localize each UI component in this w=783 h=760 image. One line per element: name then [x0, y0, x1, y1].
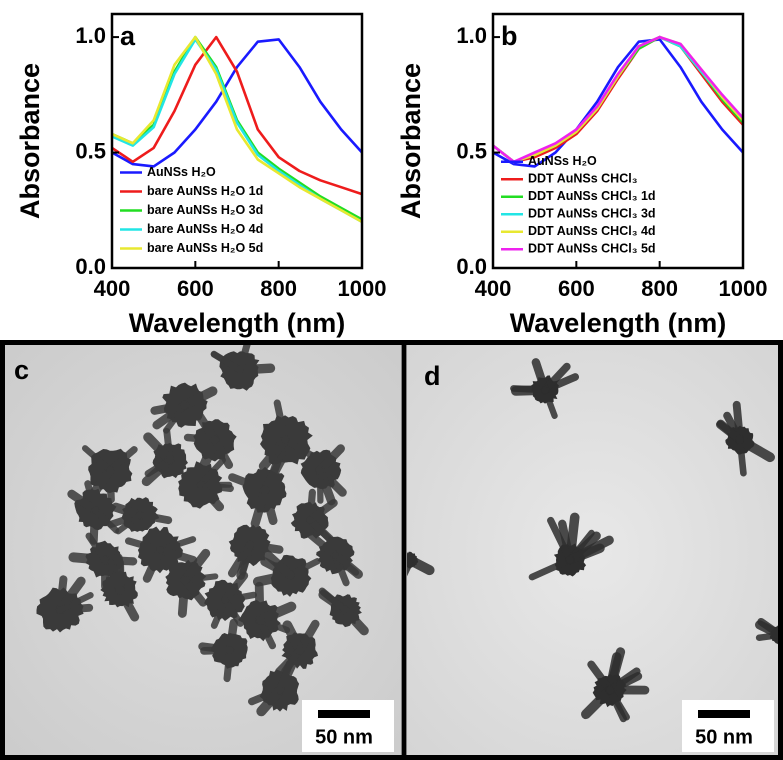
figure: c d 50 nm 50 nm 400 600 800 1000 0.0 0.5 1.0 a W… [0, 0, 783, 760]
nanoparticle-arm [240, 368, 270, 370]
scale-bar [318, 710, 370, 718]
legend-label: bare AuNSs H₂O 3d [147, 203, 263, 217]
x-tick-label: 600 [558, 276, 595, 301]
legend-label: AuNSs H₂O [147, 165, 216, 179]
data-line [493, 39, 743, 166]
y-tick-label: 0.0 [456, 254, 487, 279]
scale-bar-label: 50 nm [315, 726, 373, 748]
x-axis-label: Wavelength (nm) [129, 308, 346, 338]
legend-label: bare AuNSs H₂O 1d [147, 184, 263, 198]
x-tick-label: 400 [475, 276, 512, 301]
scale-bar-label: 50 nm [695, 726, 753, 748]
nanoparticle-arm [202, 646, 230, 650]
legend-label: bare AuNSs H₂O 4d [147, 222, 263, 236]
nanoparticle-arm [259, 586, 260, 620]
nanoparticle-arm [250, 545, 279, 550]
nanoparticle-arm [188, 438, 215, 440]
legend-label: AuNSs H₂O [528, 154, 597, 168]
panel-label: a [120, 21, 136, 51]
y-axis-label: Absorbance [396, 63, 426, 219]
data-line [493, 37, 743, 162]
data-line [493, 37, 743, 162]
x-tick-label: 600 [177, 276, 214, 301]
page: {"chart_data": [ {"type": "line", "label… [0, 0, 783, 760]
nanoparticle-arm [230, 623, 234, 650]
data-line [493, 37, 743, 162]
nanoparticle-arm [94, 510, 95, 541]
data-line [493, 37, 743, 162]
legend-label: bare AuNSs H₂O 5d [147, 241, 263, 255]
legend-label: DDT AuNSs CHCl₃ 1d [528, 189, 656, 203]
data-line [112, 39, 362, 166]
y-tick-label: 1.0 [456, 23, 487, 48]
nanoparticle-arm [740, 440, 743, 473]
panel-label: d [424, 361, 441, 391]
x-tick-label: 800 [641, 276, 678, 301]
legend-label: DDT AuNSs CHCl₃ 3d [528, 207, 656, 221]
legend-label: DDT AuNSs CHCl₃ [528, 172, 638, 186]
y-tick-label: 0.0 [75, 254, 106, 279]
x-tick-label: 400 [94, 276, 131, 301]
nanoparticle-arm [118, 558, 120, 590]
nanoparticle-arm [227, 650, 230, 679]
y-axis-label: Absorbance [15, 63, 45, 219]
x-tick-label: 800 [260, 276, 297, 301]
y-tick-label: 1.0 [75, 23, 106, 48]
legend-label: DDT AuNSs CHCl₃ 5d [528, 242, 656, 256]
panel-label: b [501, 21, 518, 51]
x-tick-label: 1000 [338, 276, 387, 301]
scale-bar [698, 710, 750, 718]
panel-label: c [14, 355, 29, 385]
y-tick-label: 0.5 [456, 138, 487, 163]
nanoparticle-arm [182, 580, 185, 613]
nanoparticle-arm [310, 492, 312, 520]
data-line [493, 37, 743, 162]
x-tick-label: 1000 [719, 276, 768, 301]
y-tick-label: 0.5 [75, 138, 106, 163]
x-axis-label: Wavelength (nm) [510, 308, 727, 338]
legend-label: DDT AuNSs CHCl₃ 4d [528, 224, 656, 238]
